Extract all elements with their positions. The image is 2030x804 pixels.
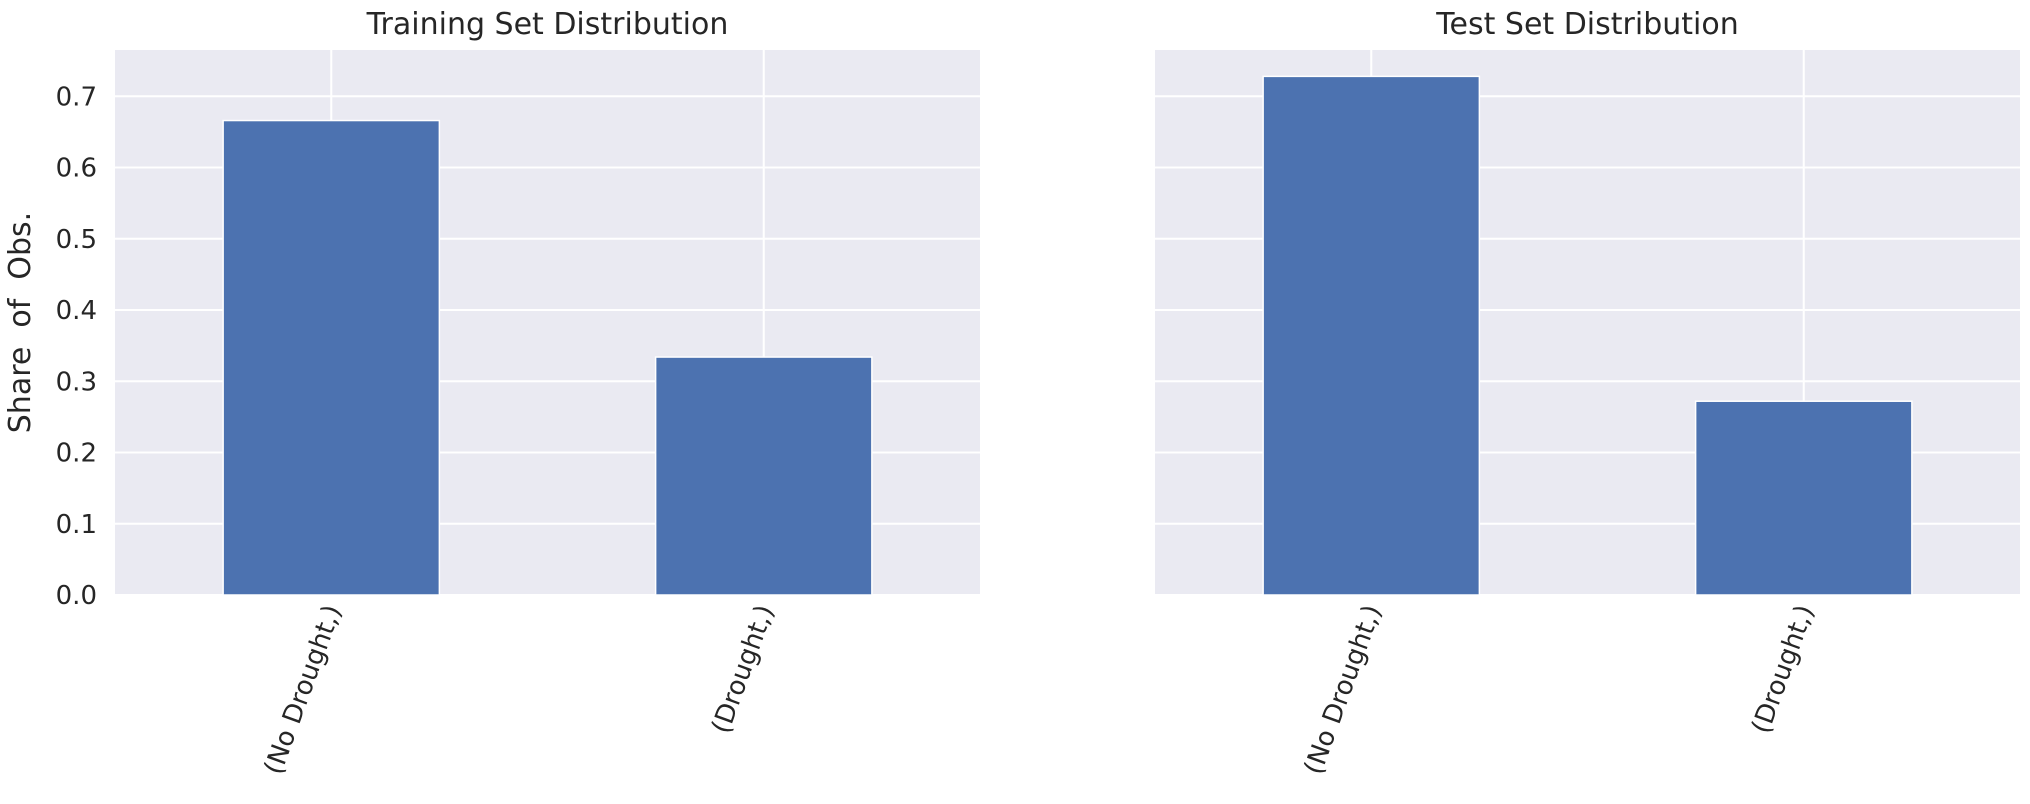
y-tick-label: 0.2	[56, 439, 97, 469]
training-y-ticks: 0.0 0.1 0.2 0.3 0.4 0.5 0.6 0.7	[56, 82, 97, 611]
test-chart-title: Test Set Distribution	[1435, 7, 1738, 42]
bar-no-drought	[222, 119, 441, 596]
y-axis-label: Share of Obs.	[3, 212, 38, 433]
bar-no-drought	[1262, 75, 1481, 596]
y-tick-label: 0.0	[56, 581, 97, 611]
x-tick-label: (No Drought,)	[1299, 601, 1388, 778]
test-x-ticks: (No Drought,) (Drought,)	[1299, 601, 1821, 778]
y-tick-label: 0.6	[56, 154, 97, 184]
bar-drought	[1694, 400, 1913, 596]
bar-drought	[654, 356, 873, 596]
x-tick-label: (Drought,)	[1746, 601, 1820, 737]
training-x-ticks: (No Drought,) (Drought,)	[259, 601, 781, 778]
training-bars	[222, 119, 873, 596]
x-tick-label: (Drought,)	[706, 601, 780, 737]
x-tick-label: (No Drought,)	[259, 601, 348, 778]
y-tick-label: 0.3	[56, 367, 97, 397]
test-bars	[1262, 75, 1913, 596]
y-tick-label: 0.5	[56, 225, 97, 255]
training-chart: 0.0 0.1 0.2 0.3 0.4 0.5 0.6 0.7 (No Drought,) (D…	[3, 7, 980, 779]
training-chart-title: Training Set Distribution	[366, 7, 729, 42]
y-tick-label: 0.4	[56, 296, 97, 326]
y-tick-label: 0.1	[56, 510, 97, 540]
y-tick-label: 0.7	[56, 82, 97, 112]
test-chart: (No Drought,) (Drought,) Test Set Distrib…	[1155, 7, 2020, 779]
